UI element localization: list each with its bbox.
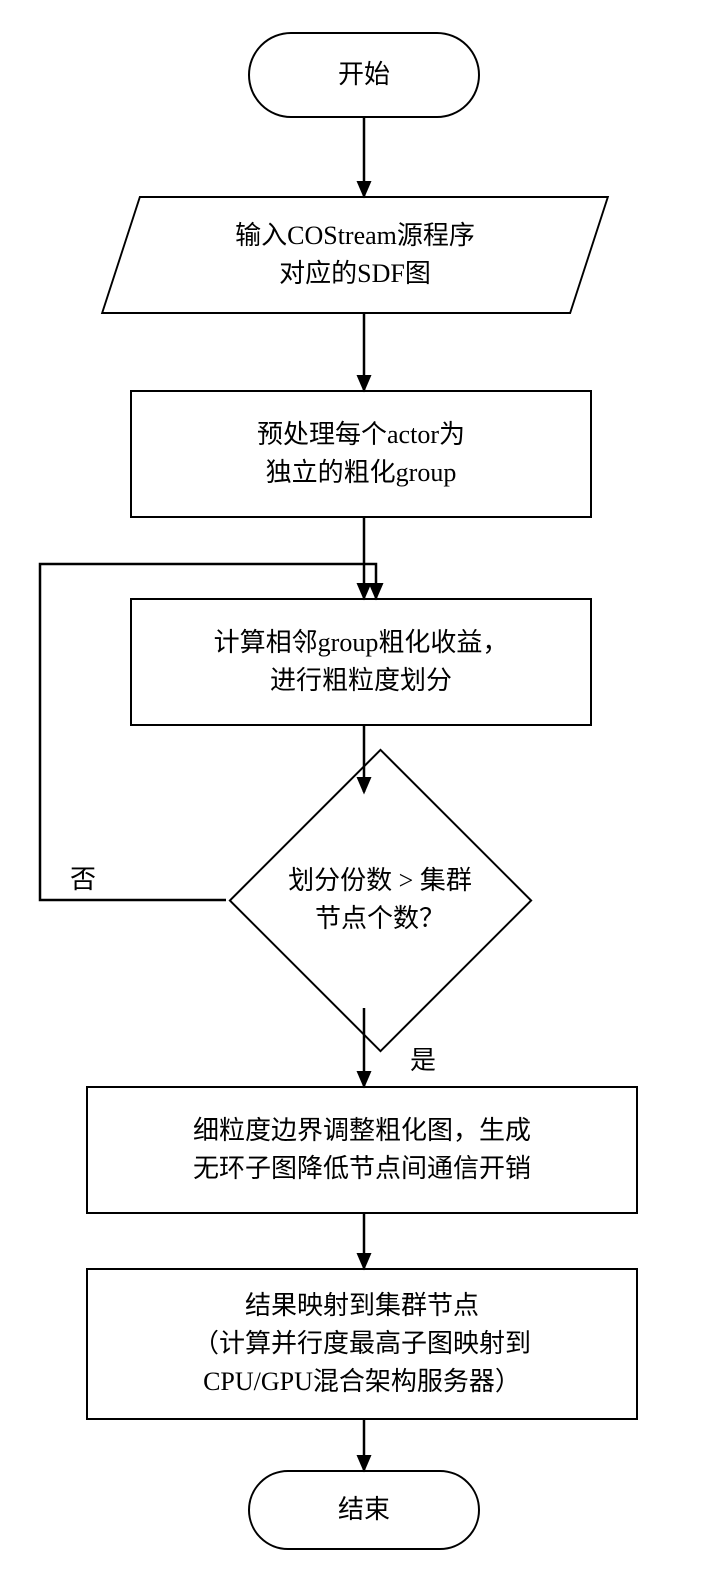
map-line3: CPU/GPU混合架构服务器） [203, 1363, 521, 1401]
start-node: 开始 [248, 32, 480, 118]
calc-line1: 计算相邻group粗化收益， [214, 624, 509, 662]
calc-line2: 进行粗粒度划分 [270, 662, 452, 700]
map-line1: 结果映射到集群节点 [245, 1287, 479, 1325]
flowchart-container: 开始 输入COStream源程序 对应的SDF图 预处理每个actor为 独立的… [0, 20, 728, 1556]
input-sdf-node: 输入COStream源程序 对应的SDF图 [101, 196, 609, 314]
finetune-line1: 细粒度边界调整粗化图，生成 [193, 1112, 531, 1150]
preprocess-line1: 预处理每个actor为 [257, 416, 465, 454]
start-text: 开始 [338, 56, 390, 94]
decision-line1: 划分份数 > 集群 [288, 862, 472, 900]
end-text: 结束 [338, 1491, 390, 1529]
end-node: 结束 [248, 1470, 480, 1550]
map-line2: （计算并行度最高子图映射到 [193, 1325, 531, 1363]
input-line1: 输入COStream源程序 [235, 217, 475, 255]
yes-label: 是 [410, 1040, 436, 1077]
preprocess-line2: 独立的粗化group [266, 454, 457, 492]
decision-line2: 节点个数？ [315, 900, 445, 938]
decision-node: 划分份数 > 集群 节点个数？ [226, 792, 534, 1008]
no-label: 否 [70, 859, 96, 896]
map-result-node: 结果映射到集群节点 （计算并行度最高子图映射到 CPU/GPU混合架构服务器） [86, 1268, 638, 1420]
input-line2: 对应的SDF图 [279, 255, 431, 293]
preprocess-node: 预处理每个actor为 独立的粗化group [130, 390, 592, 518]
fine-tune-node: 细粒度边界调整粗化图，生成 无环子图降低节点间通信开销 [86, 1086, 638, 1214]
finetune-line2: 无环子图降低节点间通信开销 [193, 1150, 531, 1188]
calc-group-node: 计算相邻group粗化收益， 进行粗粒度划分 [130, 598, 592, 726]
